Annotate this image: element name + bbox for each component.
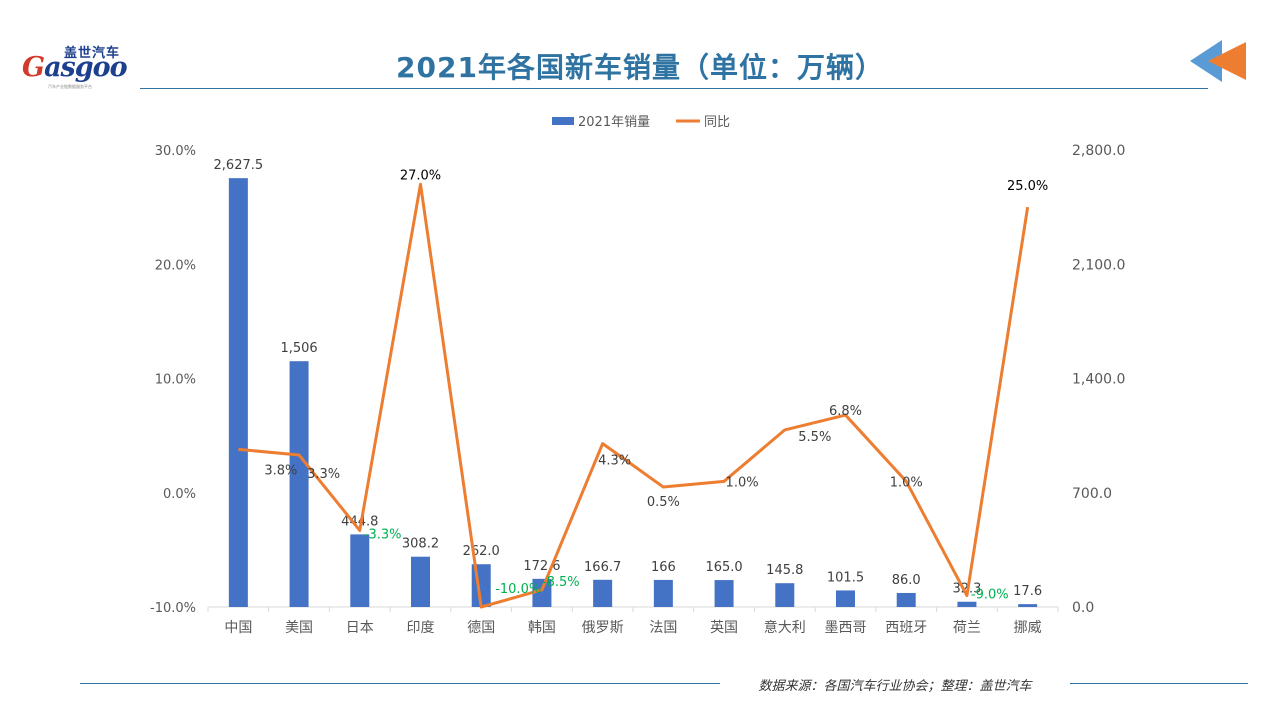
right-axis-tick-label: 700.0 [1072, 486, 1112, 502]
category-label-2: 日本 [346, 620, 374, 636]
logo-chinese-text: 盖世汽车 [64, 46, 121, 61]
legend-label-bars: 2021年销量 [578, 115, 650, 130]
yoy-value-label-3: 27.0% [400, 168, 441, 183]
yoy-line-series [238, 182, 1030, 609]
yoy-value-label-5: -8.5% [542, 575, 580, 590]
bar-value-label-0: 2,627.5 [214, 158, 264, 173]
category-label-0: 中国 [224, 620, 252, 636]
bar-value-label-13: 17.6 [1013, 584, 1042, 599]
bar-value-label-9: 145.8 [766, 563, 803, 578]
bar-series [228, 178, 1038, 607]
category-label-11: 西班牙 [885, 620, 927, 636]
bar-3 [411, 556, 430, 607]
logo-english-text: Gasgoo [22, 52, 128, 83]
bar-value-label-11: 86.0 [892, 573, 921, 588]
gasgoo-logo: 盖世汽车 Gasgoo 汽车产业链数据服务平台 [18, 42, 136, 90]
category-label-7: 法国 [649, 620, 677, 636]
bar-value-label-10: 101.5 [827, 570, 864, 585]
yoy-value-label-13: 25.0% [1007, 179, 1048, 194]
bar-13 [1018, 604, 1038, 607]
bar-7 [653, 579, 673, 607]
category-label-10: 墨西哥 [825, 620, 867, 636]
logo-tagline: 汽车产业链数据服务平台 [48, 84, 92, 89]
bar-value-label-3: 308.2 [402, 537, 439, 552]
left-axis-tick-label: -10.0% [150, 601, 196, 616]
page-title: 2021年各国新车销量（单位：万辆） [396, 51, 884, 84]
bar-6 [593, 579, 613, 607]
yoy-value-label-8: 1.0% [726, 475, 759, 490]
bar-0 [228, 178, 248, 607]
left-axis-tick-label: 0.0% [163, 487, 196, 502]
category-label-3: 印度 [407, 620, 435, 636]
bar-10 [836, 590, 855, 607]
right-axis: 0.0 700.0 1,400.0 2,100.0 2,800.0 [1072, 143, 1125, 616]
yoy-line [238, 182, 1030, 609]
bar-value-label-1: 1,506 [280, 341, 317, 356]
chart-legend: 2021年销量 同比 [552, 115, 730, 130]
left-axis-tick-label: 10.0% [155, 373, 196, 388]
yoy-value-label-7: 0.5% [647, 495, 680, 510]
yoy-value-label-10: 6.8% [829, 404, 862, 419]
yoy-value-label-0: 3.8% [264, 463, 297, 478]
category-label-12: 荷兰 [953, 620, 981, 636]
category-label-5: 韩国 [528, 620, 556, 636]
category-label-6: 俄罗斯 [582, 620, 624, 636]
left-axis-tick-label: 20.0% [155, 258, 196, 273]
arrow-decoration-icon [1190, 40, 1246, 82]
bar-2 [350, 534, 370, 607]
left-axis: -10.0% 0.0% 10.0% 20.0% 30.0% [150, 144, 196, 616]
right-axis-tick-label: 2,100.0 [1072, 257, 1125, 273]
yoy-value-label-2: -3.3% [364, 527, 402, 542]
right-axis-tick-label: 0.0 [1072, 600, 1094, 616]
bar-8 [714, 580, 734, 607]
yoy-value-labels: 3.8% 3.3% -3.3% 27.0% -10.0% -8.5% 4.3% 0.5% 1.0… [264, 168, 1048, 602]
yoy-value-label-11: 1.0% [890, 475, 923, 490]
yoy-value-label-4: -10.0% [495, 582, 541, 597]
bar-5 [532, 578, 552, 607]
category-labels: 中国 美国 日本 印度 德国 韩国 俄罗斯 法国 英国 意大利 墨西哥 西班牙 荷兰 挪威 [224, 619, 1041, 636]
bar-value-label-6: 166.7 [584, 560, 621, 575]
bar-9 [775, 583, 795, 607]
left-axis-tick-label: 30.0% [155, 144, 196, 159]
bar-11 [896, 592, 916, 607]
bar-1 [289, 361, 309, 607]
source-note: 数据来源：各国汽车行业协会；整理：盖世汽车 [720, 675, 1070, 694]
category-label-1: 美国 [285, 620, 313, 636]
legend-swatch-bars [552, 117, 574, 125]
category-label-13: 挪威 [1014, 620, 1042, 636]
category-label-4: 德国 [467, 620, 495, 636]
bar-value-label-7: 166 [651, 560, 676, 575]
category-label-9: 意大利 [764, 619, 806, 636]
bar-value-label-8: 165.0 [705, 560, 742, 575]
bar-12 [957, 601, 977, 607]
title-divider [140, 88, 1208, 89]
yoy-value-label-12: -9.0% [971, 588, 1009, 603]
legend-label-line: 同比 [704, 115, 730, 130]
right-axis-tick-label: 1,400.0 [1072, 372, 1125, 388]
category-label-8: 英国 [710, 619, 738, 636]
footer-divider [80, 683, 1248, 684]
yoy-value-label-9: 5.5% [798, 430, 831, 445]
yoy-value-label-6: 4.3% [598, 454, 631, 469]
bar-value-label-4: 262.0 [463, 544, 500, 559]
yoy-value-label-1: 3.3% [307, 467, 340, 482]
right-axis-tick-label: 2,800.0 [1072, 143, 1125, 159]
